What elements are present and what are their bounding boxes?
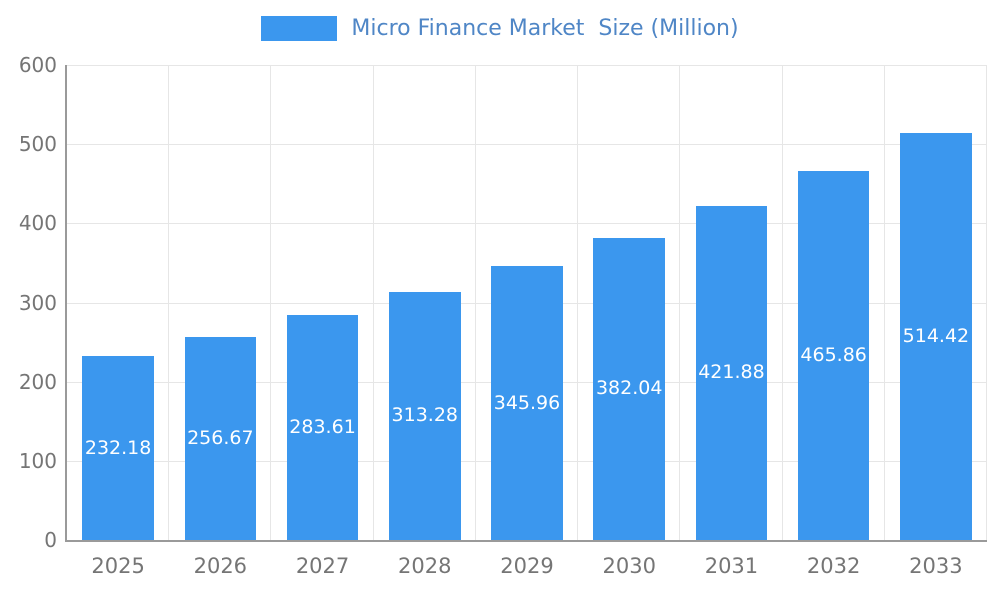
legend-swatch xyxy=(261,16,338,41)
bar-value-label: 232.18 xyxy=(84,436,152,459)
y-tick-label: 200 xyxy=(18,369,57,394)
gridline-v xyxy=(883,65,885,540)
y-tick-label: 600 xyxy=(18,53,57,77)
gridline-h xyxy=(67,223,987,225)
gridline-v xyxy=(781,65,783,540)
gridline-h xyxy=(67,65,987,66)
x-tick-label: 2033 xyxy=(909,554,963,578)
x-tick-label: 2029 xyxy=(500,554,554,578)
bar-value-label: 283.61 xyxy=(289,416,356,439)
x-tick-label: 2026 xyxy=(193,554,248,578)
gridline-h xyxy=(67,144,987,146)
plot-area: 232.18 256.67 283.61 313.28 345.96 382.04 421.… xyxy=(19,55,987,577)
x-tick-label: 2030 xyxy=(602,554,656,578)
y-tick-label: 400 xyxy=(18,211,57,236)
bar-value-label: 382.04 xyxy=(595,377,663,400)
legend-label: Micro Finance Market Size (Million) xyxy=(351,16,739,41)
gridline-v xyxy=(679,65,681,540)
y-tick-label: 0 xyxy=(44,528,57,552)
bar-2030: 382.04 xyxy=(593,237,665,540)
gridline-v xyxy=(372,65,374,540)
y-tick-label: 500 xyxy=(18,132,57,157)
gridline-v xyxy=(168,65,170,540)
bar-2026: 256.67 xyxy=(184,336,257,540)
bar-2027: 283.61 xyxy=(286,315,359,540)
bar-value-label: 465.86 xyxy=(800,344,867,367)
x-tick-label: 2031 xyxy=(704,554,759,578)
bar-value-label: 313.28 xyxy=(391,404,459,427)
bar-2028: 313.28 xyxy=(389,291,461,540)
gridline-v xyxy=(577,65,579,540)
y-tick-label: 300 xyxy=(18,290,57,315)
bar-2025: 232.18 xyxy=(82,356,154,540)
bar-value-label: 256.67 xyxy=(187,426,254,449)
bar-2031: 421.88 xyxy=(695,206,768,540)
bar-value-label: 345.96 xyxy=(493,391,561,414)
x-tick-label: 2027 xyxy=(295,554,350,578)
gridline-v xyxy=(986,65,987,540)
bar-value-label: 421.88 xyxy=(698,361,765,384)
bar-2029: 345.96 xyxy=(491,266,563,540)
bar-value-label: 514.42 xyxy=(902,324,970,347)
gridline-v xyxy=(270,65,272,540)
gridline-v xyxy=(474,65,476,540)
x-tick-label: 2025 xyxy=(91,554,145,578)
bar-2032: 465.86 xyxy=(797,171,870,540)
bar-2033: 514.42 xyxy=(900,132,972,540)
x-tick-label: 2028 xyxy=(398,554,452,578)
chart-legend[interactable]: Micro Finance Market Size (Million) xyxy=(0,16,1000,41)
y-tick-label: 100 xyxy=(18,448,57,473)
x-tick-label: 2032 xyxy=(806,554,861,578)
